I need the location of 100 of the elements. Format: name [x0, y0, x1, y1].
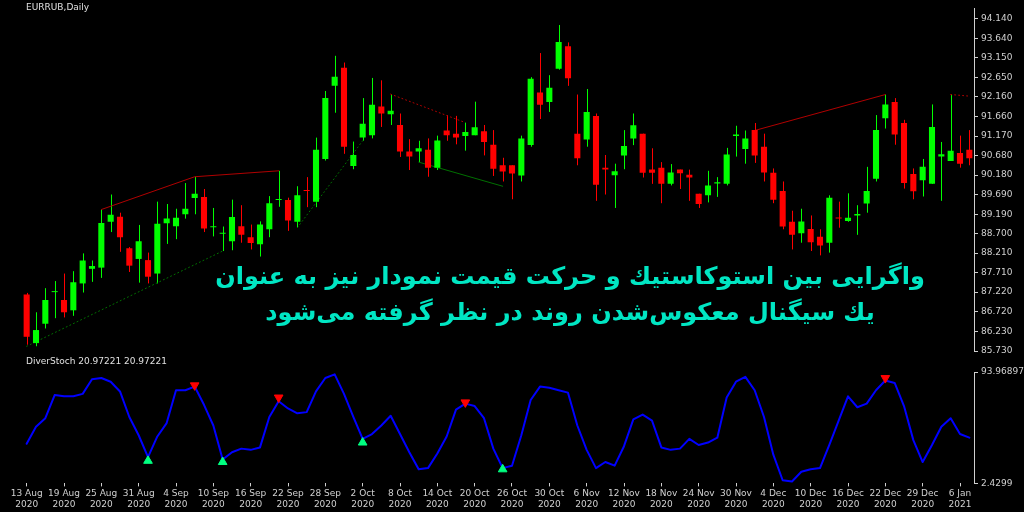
y-tick-label: 89.190 [981, 208, 1013, 219]
candlestick [42, 287, 49, 329]
candlestick [611, 163, 618, 209]
candlestick [107, 194, 114, 233]
chart-title: EURRUB,Daily [26, 1, 90, 12]
y-tick-label: 87.710 [981, 267, 1013, 278]
candlestick [424, 137, 432, 178]
candlestick [658, 161, 665, 204]
y-tick-label: 93.150 [981, 52, 1013, 63]
candlestick [732, 125, 740, 158]
point [357, 437, 368, 446]
x-tick-label: 16 Dec 2020 [832, 488, 864, 509]
candlestick [284, 197, 292, 232]
candlestick [648, 147, 656, 185]
point [143, 455, 153, 464]
candlestick [462, 122, 469, 152]
y-tick-label: 90.680 [981, 149, 1013, 160]
x-tick-label: 29 Dec 2020 [906, 488, 939, 509]
y-tick-label: 92.650 [981, 71, 1013, 82]
candlestick [938, 141, 945, 202]
x-tick-label: 16 Sep 2020 [235, 488, 267, 509]
candlestick [350, 141, 357, 170]
x-tick-label: 14 Oct 2020 [422, 488, 453, 509]
candlestick [135, 224, 142, 284]
x-tick-label: 26 Oct 2020 [497, 488, 528, 509]
candlestick [191, 176, 198, 215]
candlestick [275, 170, 282, 208]
y-tick-label: 87.220 [981, 286, 1013, 297]
point [189, 382, 200, 391]
x-tick-label: 30 Nov 2020 [720, 488, 753, 509]
candlestick [116, 212, 124, 253]
candlestick [620, 129, 628, 170]
candlestick [742, 130, 749, 165]
y-tick-label: 2.4299 [981, 477, 1013, 488]
x-tick-label: 24 Nov 2020 [682, 488, 716, 509]
candlestick [144, 252, 152, 284]
candlestick [667, 163, 674, 186]
x-tick-label: 10 Sep 2020 [197, 488, 230, 509]
x-tick-label: 4 Sep 2020 [163, 488, 190, 509]
candlestick [415, 140, 422, 163]
candlestick [359, 97, 366, 142]
candlestick [79, 252, 86, 294]
candlestick [471, 101, 478, 136]
candlestick [331, 55, 338, 114]
y-tick-label: 88.700 [981, 227, 1013, 238]
candlestick [947, 94, 954, 162]
candlestick [256, 220, 264, 258]
annotation: یك سیگنال معکوس‌شدن روند در نظر گرفته می‌شود [264, 297, 876, 328]
candlestick [798, 208, 805, 244]
point [497, 463, 508, 473]
y-tick-label: 92.160 [981, 91, 1013, 102]
y-tick-label: 86.720 [981, 306, 1013, 317]
candlestick [788, 210, 796, 250]
x-tick-label: 10 Dec 2020 [794, 488, 827, 509]
x-tick-label: 2 Oct 2020 [350, 488, 376, 509]
candlestick [378, 79, 385, 128]
chart-title: DiverStoch 20.97221 20.97221 [26, 355, 168, 366]
x-tick-label: 6 Jan 2021 [948, 488, 972, 509]
candlestick [630, 113, 637, 146]
y-tick-label: 85.730 [981, 345, 1013, 356]
y-tick-label: 93.640 [981, 32, 1013, 43]
candlestick [910, 167, 917, 200]
candlestick [686, 169, 693, 202]
x-tick-label: 20 Oct 2020 [459, 488, 491, 509]
candlestick [60, 273, 68, 318]
y-tick-label: 93.96897 [981, 366, 1024, 377]
candlestick [882, 94, 889, 130]
point [273, 394, 284, 404]
point [460, 399, 471, 408]
candlestick [956, 135, 964, 169]
candlestick [704, 170, 712, 203]
y-tick-label: 91.660 [981, 111, 1013, 122]
candlestick [32, 311, 40, 347]
candlestick [172, 208, 180, 240]
x-tick-label: 28 Sep 2020 [309, 488, 342, 509]
point [217, 456, 228, 466]
candlestick [247, 224, 254, 250]
candlestick [807, 214, 814, 252]
x-tick-label: 22 Sep 2020 [272, 488, 304, 509]
y-tick-label: 86.230 [981, 325, 1013, 336]
candlestick [602, 154, 609, 196]
candlestick [966, 129, 973, 166]
x-tick-label: 19 Aug 2020 [48, 488, 80, 509]
x-tick-label: 31 Aug 2020 [122, 488, 155, 509]
candlestick [210, 207, 217, 237]
candlestick [406, 138, 413, 171]
candlestick [863, 166, 870, 214]
candlestick [126, 246, 133, 273]
y-tick-label: 88.210 [981, 247, 1013, 258]
candlestick [835, 201, 842, 229]
y-tick-label: 94.140 [981, 13, 1013, 24]
y-tick-label: 91.170 [981, 130, 1013, 141]
candlestick [452, 115, 460, 145]
candlestick [238, 204, 245, 244]
y-tick-label: 90.180 [981, 169, 1013, 180]
candlestick [816, 228, 824, 256]
x-tick-label: 4 Dec 2020 [760, 488, 787, 509]
x-tick-label: 18 Nov 2020 [645, 488, 678, 509]
candlestick [88, 260, 96, 283]
candlestick [546, 74, 553, 113]
